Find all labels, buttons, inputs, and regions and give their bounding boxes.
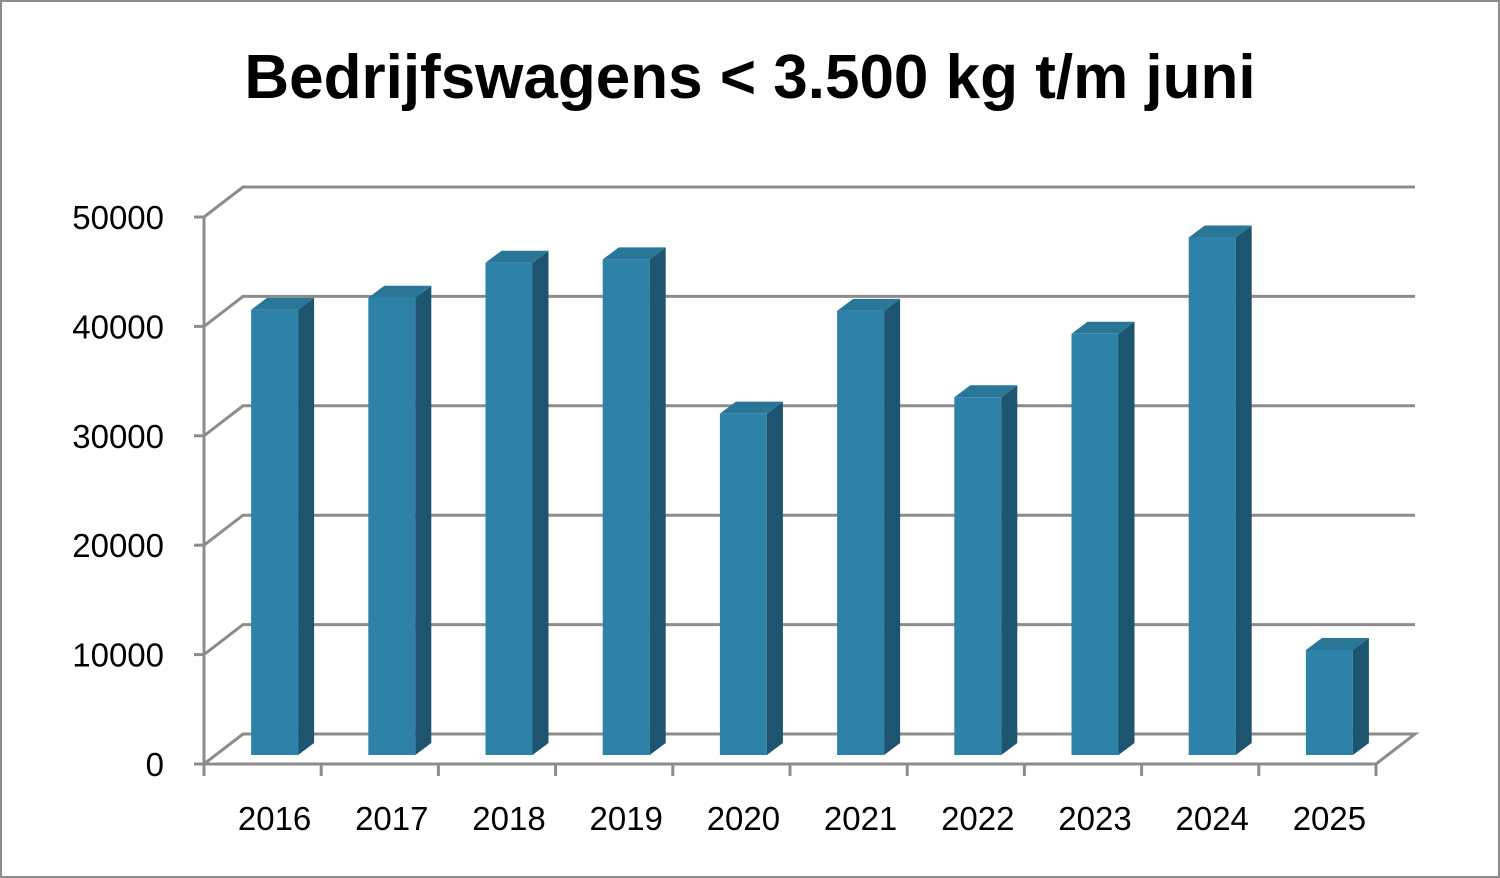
- bar-side: [298, 297, 315, 755]
- bar-top: [1071, 321, 1135, 334]
- bar-top: [251, 297, 315, 310]
- bar-top: [837, 298, 901, 311]
- bar-front: [837, 310, 885, 755]
- x-tick-label: 2024: [1175, 800, 1248, 837]
- x-tick-label: 2016: [238, 800, 311, 837]
- x-tick-label: 2020: [707, 800, 780, 837]
- y-tick-label: 0: [146, 746, 164, 783]
- bar-top: [485, 250, 549, 263]
- bar-side: [1352, 637, 1369, 755]
- x-tick-label: 2021: [824, 800, 897, 837]
- bar-side: [1235, 225, 1252, 756]
- axes: [194, 215, 1378, 776]
- y-tick-labels: 0 10000 20000 30000 40000 50000: [72, 199, 164, 783]
- bar-front: [485, 262, 533, 755]
- bar-front: [602, 259, 650, 755]
- x-tick-label: 2025: [1293, 800, 1366, 837]
- bar-2016: [251, 297, 315, 755]
- bars: [251, 225, 1369, 756]
- bar-front: [719, 413, 767, 755]
- y-tick-label: 40000: [72, 308, 164, 345]
- bar-side: [884, 298, 901, 755]
- bar-top: [602, 247, 666, 260]
- y-tick-label: 50000: [72, 199, 164, 236]
- bar-front: [1071, 333, 1119, 755]
- x-tick-label: 2022: [941, 800, 1014, 837]
- bar-2017: [368, 285, 432, 755]
- bar-2022: [954, 385, 1018, 755]
- x-tick-label: 2023: [1058, 800, 1131, 837]
- bar-front: [954, 397, 1002, 755]
- chart-title: Bedrijfswagens < 3.500 kg t/m juni: [244, 43, 1256, 112]
- bar-2019: [602, 247, 666, 755]
- x-tick-label: 2018: [472, 800, 545, 837]
- bar-top: [368, 285, 432, 298]
- gridline: [203, 185, 1415, 219]
- bar-top: [1188, 225, 1252, 238]
- bar-front: [1305, 649, 1353, 755]
- gridline: [203, 513, 1415, 547]
- bar-front: [251, 309, 299, 755]
- y-tick-label: 10000: [72, 637, 164, 674]
- bar-side: [415, 285, 432, 755]
- floor-gridline: [203, 732, 1420, 766]
- gridline: [203, 623, 1415, 656]
- x-tick-label: 2019: [589, 800, 662, 837]
- gridline: [203, 404, 1415, 437]
- gridlines: [203, 185, 1420, 766]
- bar-front: [368, 297, 416, 755]
- bar-top: [719, 401, 783, 414]
- bar-side: [1001, 385, 1018, 755]
- gridline: [203, 294, 1415, 328]
- bar-2018: [485, 250, 549, 755]
- y-tick-label: 20000: [72, 527, 164, 564]
- bar-2020: [719, 401, 783, 755]
- x-tick-labels: 2016 2017 2018 2019 2020 2021 2022 2023 2024 2025: [238, 800, 1366, 837]
- bar-side: [766, 401, 783, 755]
- bar-side: [532, 250, 549, 755]
- bar-top: [954, 385, 1018, 398]
- x-tick-label: 2017: [355, 800, 428, 837]
- bar-side: [1118, 321, 1135, 755]
- bar-2021: [837, 298, 901, 755]
- y-tick-label: 30000: [72, 418, 164, 455]
- bar-side: [649, 247, 666, 755]
- bar-2024: [1188, 225, 1252, 756]
- bar-top: [1305, 637, 1369, 650]
- bar-2023: [1071, 321, 1135, 755]
- bar-front: [1188, 237, 1236, 756]
- bar-2025: [1305, 637, 1369, 755]
